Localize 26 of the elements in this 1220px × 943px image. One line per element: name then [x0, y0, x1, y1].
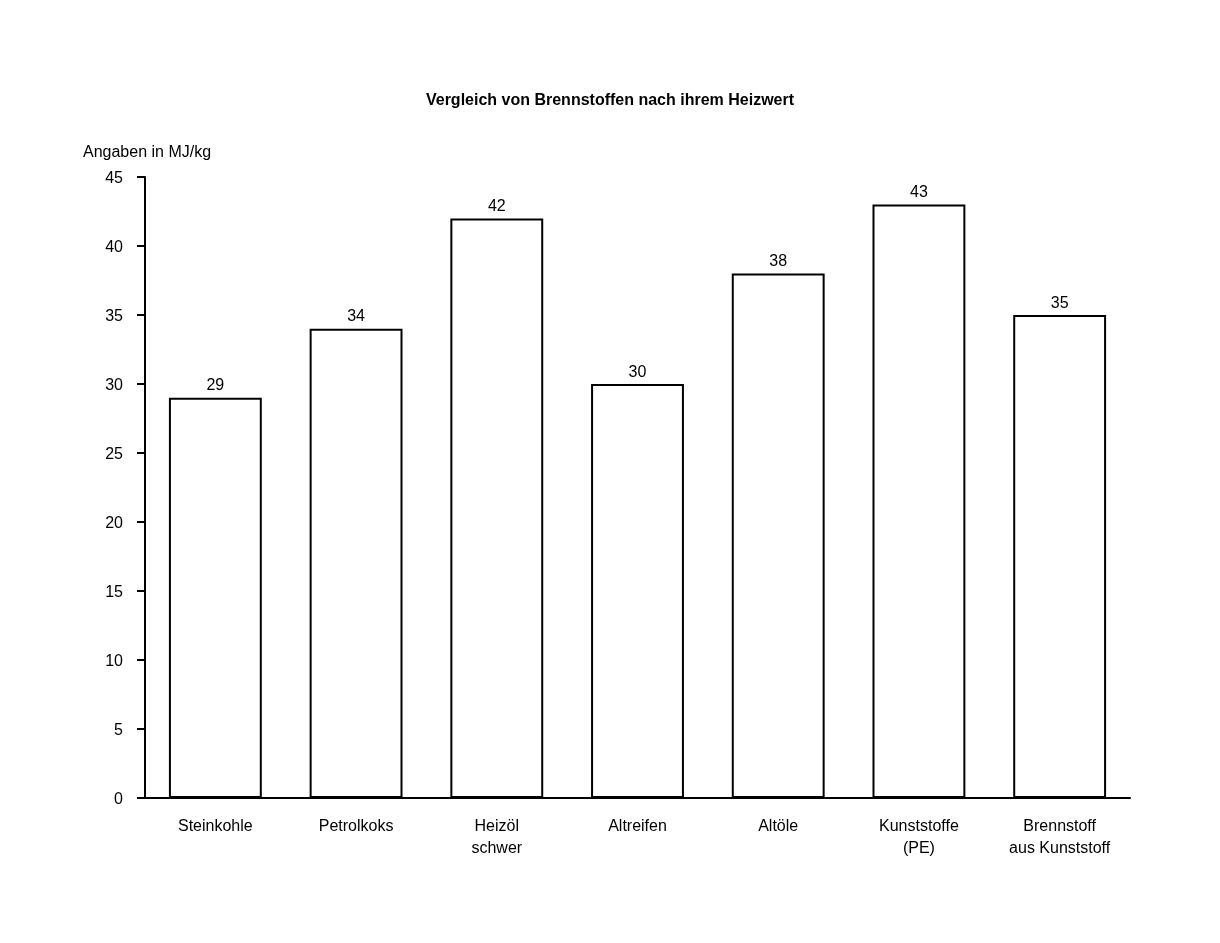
- y-tick-label: 45: [105, 168, 124, 186]
- x-tick-label: Petrolkoks: [318, 816, 394, 834]
- x-tick-label: Kunststoffe (PE): [879, 816, 959, 856]
- y-tick-label: 35: [105, 306, 124, 324]
- y-tick-label: 20: [105, 513, 124, 531]
- y-tick-label: 0: [114, 789, 124, 807]
- x-tick-label: Brennstoff aus Kunststoff: [1009, 816, 1111, 856]
- data-label: 29: [206, 376, 225, 394]
- x-tick-label: Steinkohle: [178, 816, 253, 834]
- y-tick-label: 40: [105, 237, 124, 255]
- y-tick-label: 10: [105, 651, 124, 669]
- data-label: 38: [769, 252, 788, 270]
- x-tick-label: Altöle: [758, 816, 799, 834]
- y-tick-label: 5: [114, 720, 124, 738]
- x-tick-label: Heizöl schwer: [471, 816, 523, 856]
- y-tick-label: 30: [105, 375, 124, 393]
- y-tick-label: 15: [105, 582, 124, 600]
- data-label: 30: [628, 362, 647, 380]
- y-axis-title: Angaben in MJ/kg: [83, 142, 212, 160]
- data-label: 43: [910, 183, 928, 201]
- data-label: 42: [487, 196, 506, 214]
- y-tick-label: 25: [105, 444, 124, 462]
- data-label: 35: [1050, 293, 1069, 311]
- data-label: 34: [347, 307, 366, 325]
- chart-title: Vergleich von Brennstoffen nach ihrem Heizwert: [425, 90, 795, 108]
- x-tick-label: Altreifen: [608, 816, 667, 834]
